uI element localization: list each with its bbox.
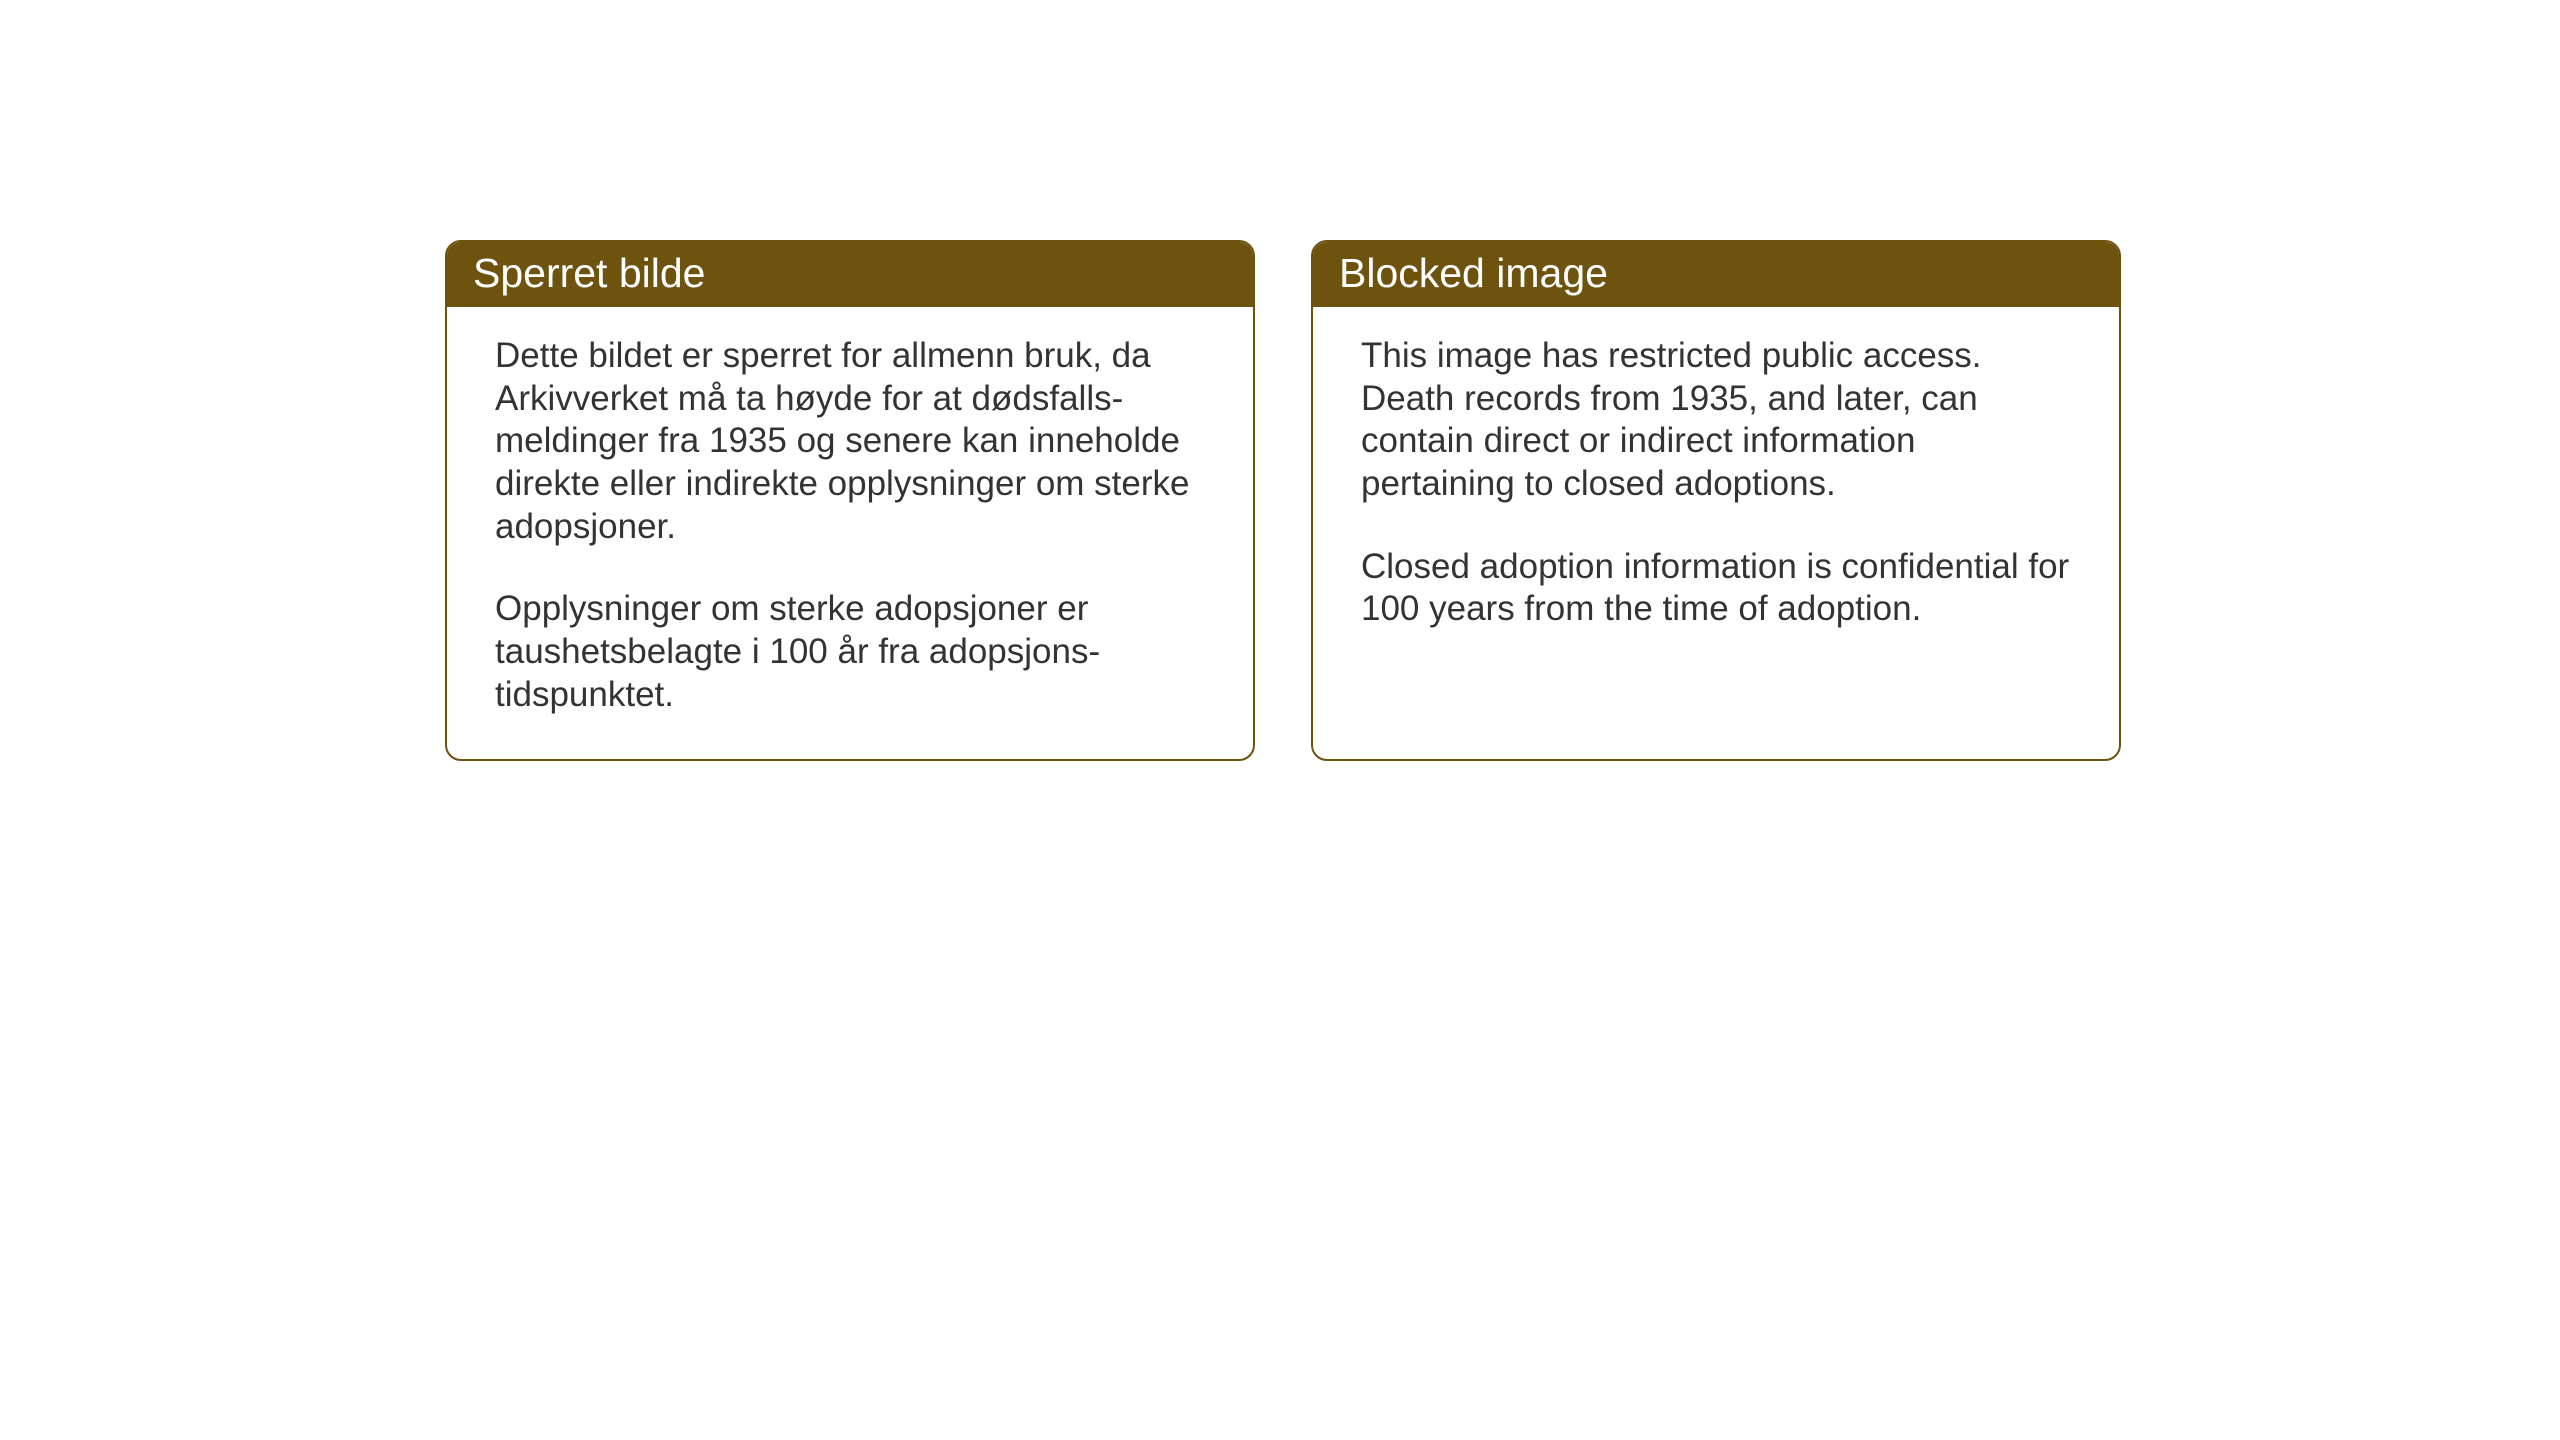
card-header-english: Blocked image [1313,242,2119,307]
card-paragraph: Dette bildet er sperret for allmenn bruk… [495,335,1205,548]
card-norwegian: Sperret bilde Dette bildet er sperret fo… [445,240,1255,761]
card-body-english: This image has restricted public access.… [1313,307,2119,673]
card-header-norwegian: Sperret bilde [447,242,1253,307]
card-body-norwegian: Dette bildet er sperret for allmenn bruk… [447,307,1253,759]
cards-container: Sperret bilde Dette bildet er sperret fo… [445,240,2121,761]
card-paragraph: Opplysninger om sterke adopsjoner er tau… [495,588,1205,716]
card-english: Blocked image This image has restricted … [1311,240,2121,761]
card-paragraph: This image has restricted public access.… [1361,335,2071,506]
card-title: Blocked image [1339,250,1608,296]
card-paragraph: Closed adoption information is confident… [1361,546,2071,631]
card-title: Sperret bilde [473,250,705,296]
